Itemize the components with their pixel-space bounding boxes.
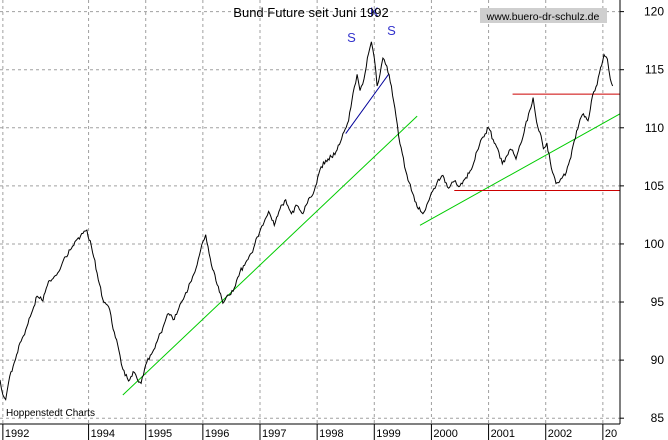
trend-lines — [122, 74, 621, 396]
x-tick-label: 1994 — [91, 428, 115, 440]
price-series — [0, 41, 614, 401]
pattern-label: K — [370, 4, 379, 19]
x-tick-label: 1997 — [262, 428, 286, 440]
x-tick-label: 1995 — [148, 428, 172, 440]
price-line — [0, 41, 614, 401]
pattern-annotations: SKS — [347, 4, 396, 45]
y-tick-label: 85 — [651, 411, 665, 425]
y-axis: 85 90 95 100 105 110 115 120 — [620, 5, 665, 425]
x-tick-label: 1996 — [205, 428, 229, 440]
x-tick-label: 2001 — [491, 428, 515, 440]
trend-line — [345, 74, 389, 134]
x-tick-label: 2000 — [433, 428, 457, 440]
y-tick-label: 115 — [645, 63, 664, 77]
x-tick-label: 2002 — [548, 428, 572, 440]
pattern-label: S — [387, 23, 396, 38]
x-tick-label: 1992 — [5, 428, 29, 440]
source-label: Hoppenstedt Charts — [6, 408, 95, 419]
y-tick-label: 90 — [651, 353, 665, 367]
trend-line — [419, 113, 621, 226]
x-tick-label: 20 — [605, 428, 617, 440]
y-tick-label: 120 — [644, 5, 664, 19]
x-tick-label: 1998 — [319, 428, 343, 440]
x-axis-panel — [0, 424, 668, 440]
y-tick-label: 110 — [645, 121, 664, 135]
y-tick-label: 100 — [644, 237, 664, 251]
y-tick-label: 105 — [644, 179, 664, 193]
x-axis: 1992 1994 1995 1996 1997 1998 1999 2000 2001 2002… — [2, 424, 617, 440]
x-tick-label: 1999 — [376, 428, 400, 440]
trend-line — [122, 115, 418, 396]
y-axis-panel — [620, 0, 668, 440]
chart-title: Bund Future seit Juni 1992 — [233, 5, 388, 20]
watermark-url: www.buero-dr-schulz.de — [486, 11, 600, 23]
watermark-box — [480, 8, 607, 23]
y-tick-label: 95 — [651, 295, 665, 309]
pattern-label: S — [347, 30, 356, 45]
